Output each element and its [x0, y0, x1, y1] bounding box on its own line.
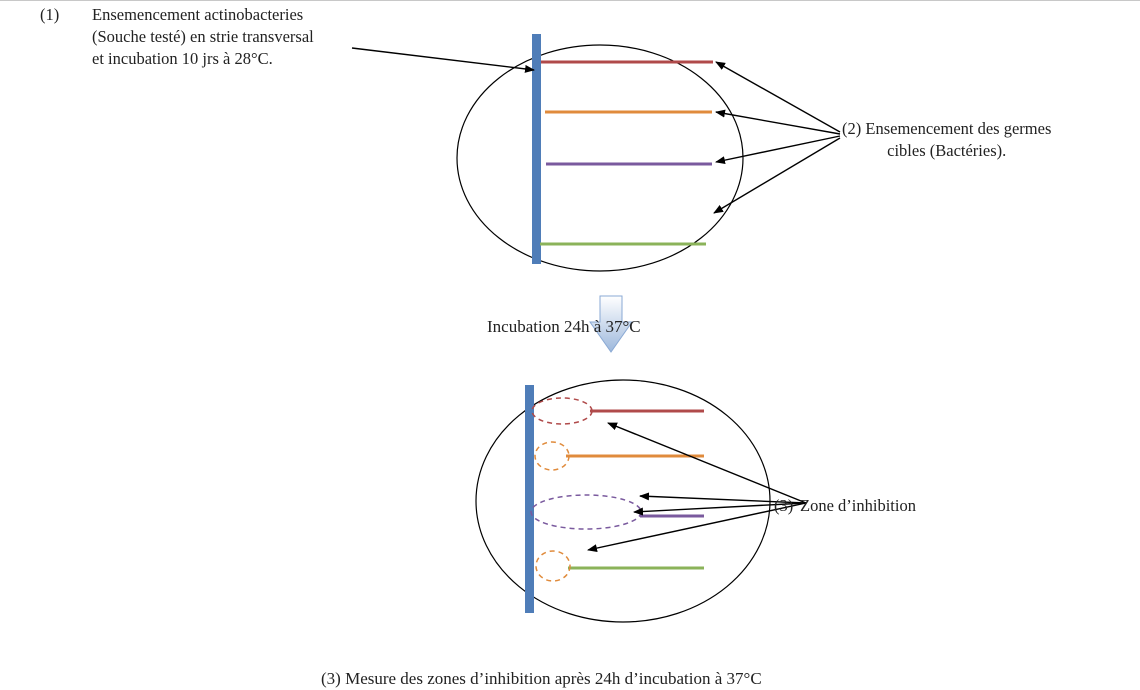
arrow-step2-d — [713, 137, 841, 214]
step1-label: Ensemencement actinobacteries (Souche te… — [92, 4, 314, 70]
inhibition-zone-purple — [530, 494, 642, 530]
top-rule — [0, 0, 1140, 1]
arrow-zone-d — [587, 502, 807, 553]
flow-down-arrow — [589, 295, 633, 353]
step2-line: cibles (Bactéries). — [887, 141, 1007, 160]
arrow-zone-c — [633, 502, 807, 516]
inhibition-zone-red — [531, 397, 593, 425]
arrow-step2-c — [715, 135, 841, 165]
arrow-zone-a — [607, 422, 807, 504]
incubation-label: Incubation 24h à 37°C — [487, 317, 641, 336]
inhibition-zone-orange — [534, 441, 570, 471]
actino-streak-bottom — [525, 385, 534, 613]
arrow-zone-b — [639, 492, 807, 504]
figure-caption: (3) Mesure des zones d’inhibition après … — [321, 669, 762, 688]
step1-number: (1) — [40, 5, 60, 24]
step1-line: (Souche testé) en strie transversal — [92, 27, 314, 46]
arrow-step2-b — [715, 109, 841, 135]
arrow-step2-a — [715, 61, 841, 133]
petri-dish-bottom — [475, 379, 771, 623]
inhibition-zone-green — [535, 550, 571, 582]
step1-line: et incubation 10 jrs à 28°C. — [92, 49, 273, 68]
actino-streak-top — [532, 34, 541, 264]
step1-line: Ensemencement actinobacteries — [92, 5, 304, 24]
zone-label: Zone d’inhibition — [800, 496, 916, 515]
step2-line: (2) Ensemencement des germes — [842, 119, 1052, 138]
zone-number: (3) — [774, 496, 794, 515]
petri-dish-top — [456, 44, 744, 272]
arrow-step1 — [351, 47, 535, 73]
step2-label: (2) Ensemencement des germes cibles (Bac… — [842, 118, 1051, 162]
